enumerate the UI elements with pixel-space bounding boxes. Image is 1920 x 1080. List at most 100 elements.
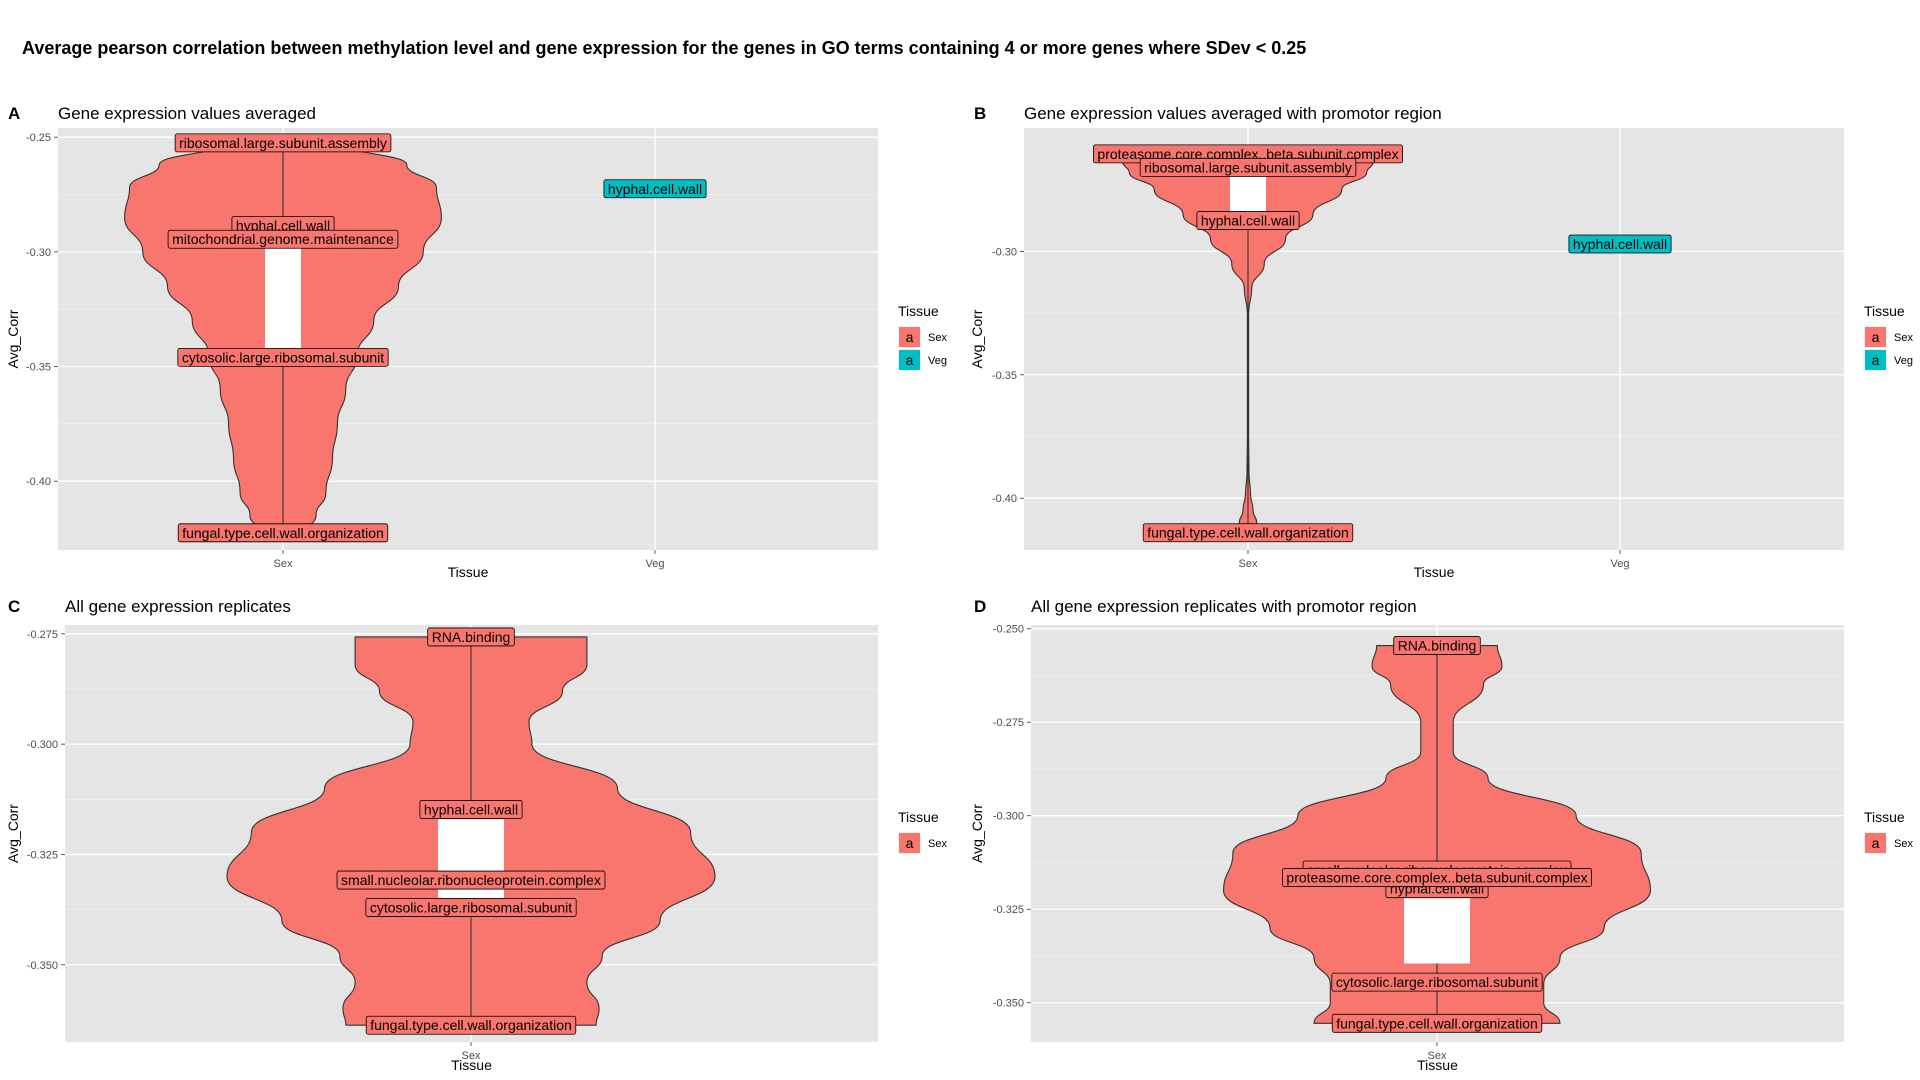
y-tick-label: -0.35: [992, 370, 1017, 382]
go-term-label-box: [1142, 523, 1354, 543]
y-tick-label: -0.35: [26, 362, 51, 374]
y-tick-label: -0.40: [992, 493, 1017, 505]
go-term-label-text: RNA.binding: [432, 629, 511, 645]
go-term-label-box: [177, 347, 389, 367]
panel-b: -0.30 -0.35 -0.40 Sex Veg proteasome.core.com…: [969, 128, 1913, 580]
y-tick-label: -0.275: [27, 629, 58, 641]
x-tick-label: Veg: [1611, 558, 1630, 570]
go-term-label-text: proteasome.core.complex..beta.subunit.co…: [1286, 869, 1587, 885]
panel-tag-b: B: [974, 104, 987, 123]
panel-a: -0.25 -0.30 -0.35 -0.40 Sex Veg ribosomal.larg…: [5, 128, 947, 580]
legend-title: Tissue: [898, 303, 939, 319]
legend-key-glyph: a: [906, 329, 914, 345]
legend: Tissue a Sex a Veg: [898, 303, 947, 371]
y-axis-title: Avg_Corr: [5, 804, 21, 863]
go-term-label: fungal.type.cell.wall.organization: [1142, 523, 1354, 543]
legend-label: Sex: [1894, 838, 1913, 850]
go-term-label: small.nucleolar.ribonucleoprotein.comple…: [336, 870, 606, 890]
panel-subtitle-a: Gene expression values averaged: [58, 104, 316, 123]
go-term-label-text: hyphal.cell.wall: [424, 801, 518, 817]
legend-swatch-veg: [1865, 350, 1886, 370]
go-term-label-box: [336, 870, 606, 890]
legend-title: Tissue: [1864, 303, 1905, 319]
x-tick-label: Sex: [1428, 1050, 1447, 1062]
legend-key-glyph: a: [1872, 329, 1880, 345]
go-term-label-box: [1282, 868, 1592, 887]
go-term-label-text: cytosolic.large.ribosomal.subunit: [1336, 974, 1538, 990]
y-tick-label: -0.275: [993, 717, 1024, 729]
y-tick-label: -0.25: [26, 132, 51, 144]
go-term-label: hyphal.cell.wall: [1568, 234, 1672, 254]
go-term-label: mitochondrial.genome.maintenance: [167, 229, 399, 249]
go-term-label-box: [1196, 211, 1300, 230]
y-tick-label: -0.300: [993, 811, 1024, 823]
x-tick-label: Sex: [274, 558, 293, 570]
go-term-label-text: fungal.type.cell.wall.organization: [1147, 525, 1349, 541]
go-term-label-text: hyphal.cell.wall: [1201, 213, 1295, 229]
go-term-label-box: [427, 627, 515, 647]
y-axis-title: Avg_Corr: [969, 804, 985, 863]
go-term-label: fungal.type.cell.wall.organization: [1331, 1013, 1543, 1033]
go-term-label-text: cytosolic.large.ribosomal.subunit: [182, 349, 384, 365]
go-term-label: cytosolic.large.ribosomal.subunit: [177, 347, 389, 367]
go-term-label-text: fungal.type.cell.wall.organization: [1336, 1015, 1538, 1031]
legend-key-glyph: a: [1872, 835, 1880, 851]
legend-label: Sex: [928, 838, 947, 850]
y-axis-title: Avg_Corr: [5, 309, 21, 368]
go-term-label: ribosomal.large.subunit.assembly: [174, 133, 392, 153]
go-term-label-text: fungal.type.cell.wall.organization: [182, 525, 384, 541]
go-term-label-box: [1393, 636, 1481, 655]
y-tick-label: -0.325: [27, 849, 58, 861]
legend-label: Veg: [1894, 355, 1913, 367]
go-term-label-box: [419, 800, 523, 819]
go-term-label-text: hyphal.cell.wall: [1573, 236, 1667, 252]
panel-subtitle-b: Gene expression values averaged with pro…: [1024, 104, 1442, 123]
go-term-label: ribosomal.large.subunit.assembly: [1139, 158, 1357, 177]
x-tick-label: Sex: [462, 1050, 481, 1062]
legend-key-glyph: a: [906, 352, 914, 368]
panel-subtitle-d: All gene expression replicates with prom…: [1031, 597, 1417, 616]
panel-c: -0.275 -0.300 -0.325 -0.350 Sex RNA.binding hy…: [5, 625, 947, 1073]
go-term-label-text: small.nucleolar.ribonucleoprotein.comple…: [341, 872, 601, 888]
go-term-label: hyphal.cell.wall: [603, 179, 707, 199]
go-term-label: RNA.binding: [1393, 636, 1481, 655]
x-axis-title: Tissue: [1414, 564, 1455, 580]
legend-swatch-sex: [899, 327, 920, 347]
legend-swatch-sex: [1865, 833, 1886, 853]
legend-label: Sex: [1894, 332, 1913, 344]
x-axis-title: Tissue: [451, 1057, 492, 1073]
y-tick-label: -0.350: [993, 998, 1024, 1010]
panel-tag-c: C: [8, 597, 21, 616]
y-axis-title: Avg_Corr: [969, 309, 985, 368]
panel-subtitle-c: All gene expression replicates: [65, 597, 291, 616]
go-term-label-text: ribosomal.large.subunit.assembly: [179, 135, 387, 151]
go-term-label-box: [177, 523, 389, 543]
x-axis-title: Tissue: [1417, 1057, 1458, 1073]
y-tick-label: -0.300: [27, 739, 58, 751]
box-iqr: [1230, 176, 1266, 214]
x-axis-title: Tissue: [448, 564, 489, 580]
go-term-label-text: proteasome.core.complex..beta.subunit.co…: [1097, 146, 1398, 162]
go-term-label: RNA.binding: [427, 627, 515, 647]
go-term-label: hyphal.cell.wall: [419, 800, 523, 819]
box-iqr: [265, 246, 301, 350]
go-term-label-box: [603, 179, 707, 199]
go-term-label-box: [1331, 1013, 1543, 1033]
legend: Tissue a Sex: [1864, 809, 1913, 854]
y-tick-label: -0.40: [26, 476, 51, 488]
go-term-label-text: hyphal.cell.wall: [236, 217, 330, 233]
y-tick-label: -0.250: [993, 624, 1024, 636]
go-term-label-box: [1331, 972, 1543, 992]
x-tick-label: Veg: [646, 558, 665, 570]
go-term-label-box: [167, 229, 399, 249]
legend-label: Sex: [928, 332, 947, 344]
panel-d: -0.250 -0.275 -0.300 -0.325 -0.350 Sex RNA.bin…: [969, 624, 1913, 1073]
y-tick-label: -0.30: [992, 246, 1017, 258]
go-term-label: cytosolic.large.ribosomal.subunit: [365, 898, 577, 917]
legend: Tissue a Sex a Veg: [1864, 303, 1913, 371]
go-term-label-box: [1568, 234, 1672, 254]
go-term-label: fungal.type.cell.wall.organization: [365, 1015, 577, 1035]
y-tick-label: -0.350: [27, 960, 58, 972]
legend-label: Veg: [928, 355, 947, 367]
